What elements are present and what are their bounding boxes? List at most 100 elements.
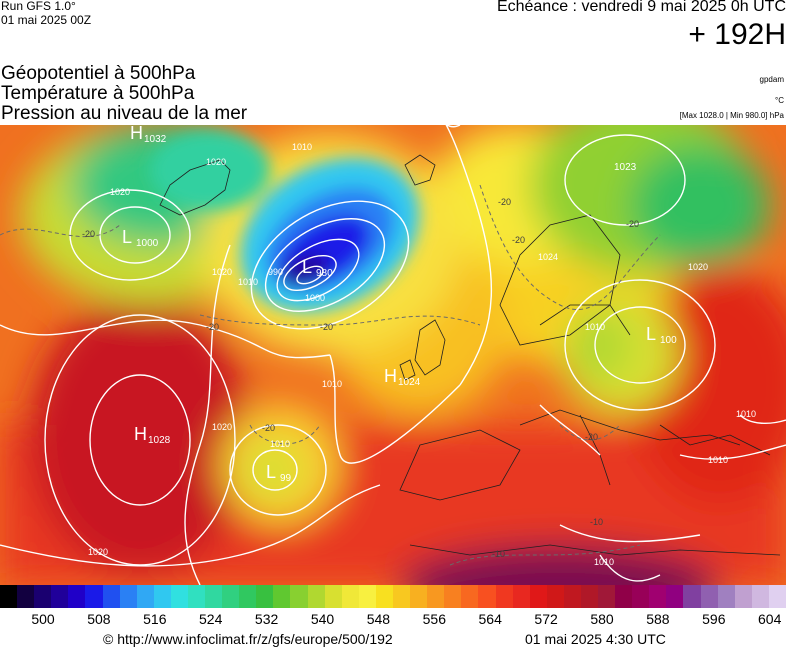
- colorbar-label: 572: [534, 611, 558, 627]
- unit-celsius: °C: [775, 96, 784, 105]
- colorbar-swatch: [717, 585, 736, 608]
- isobar-label: 1020: [110, 187, 130, 197]
- colorbar-swatch: [410, 585, 428, 608]
- colorbar-swatch: [700, 585, 719, 608]
- geopotential-colorbar: [0, 585, 786, 608]
- temperature-label: -20: [512, 235, 525, 245]
- center-type: H: [130, 125, 143, 143]
- temperature-label: -20: [320, 322, 333, 332]
- temperature-label: -20: [626, 219, 639, 229]
- colorbar-swatch: [478, 585, 496, 608]
- pressure-centers: H 1032 L 1000 L 980 H 1024 H 1028 L 99 1…: [122, 125, 677, 484]
- colorbar-label: 604: [758, 611, 782, 627]
- geopotential-field: [0, 125, 786, 585]
- colorbar-swatch: [102, 585, 121, 608]
- run-date: 01 mai 2025 00Z: [1, 13, 92, 27]
- colorbar-swatch: [187, 585, 206, 608]
- temperature-label: -10: [492, 549, 505, 559]
- isobar-label: 1020: [212, 267, 232, 277]
- colorbar-label: 588: [646, 611, 670, 627]
- colorbar-swatch: [68, 585, 86, 608]
- colorbar-swatch: [580, 585, 599, 608]
- isobar-label: 990: [268, 267, 283, 277]
- center-value: 1032: [144, 134, 167, 145]
- colorbar-swatch: [598, 585, 616, 608]
- isobar-label: 1010: [270, 439, 290, 449]
- center-value: 99: [280, 473, 292, 484]
- isobar-label: 1010: [292, 142, 312, 152]
- colorbar-swatch: [0, 585, 18, 608]
- colorbar-swatch: [239, 585, 257, 608]
- center-type: L: [122, 227, 132, 247]
- colorbar-label: 580: [590, 611, 614, 627]
- temperature-label: -20: [498, 197, 511, 207]
- colorbar-swatch: [393, 585, 411, 608]
- isobar-label: 1010: [594, 557, 614, 567]
- isobar-label: 1000: [305, 293, 325, 303]
- colorbar-swatch: [222, 585, 240, 608]
- unit-gpdam: gpdam: [759, 75, 784, 84]
- temperature-labels: -20 -20 -20 -20 -20 -20 -20 -20 -10 -10: [82, 197, 639, 559]
- colorbar-label: 556: [422, 611, 446, 627]
- colorbar-swatch: [358, 585, 377, 608]
- run-label: Run GFS 1.0°: [1, 0, 76, 13]
- colorbar-swatch: [529, 585, 548, 608]
- colorbar-swatch: [153, 585, 172, 608]
- colorbar-swatch: [444, 585, 462, 608]
- colorbar-label: 548: [366, 611, 391, 627]
- colorbar-swatch: [307, 585, 326, 608]
- colorbar-swatch: [136, 585, 155, 608]
- colorbar-swatch: [427, 585, 445, 608]
- center-type: L: [302, 257, 312, 277]
- center-value: 100: [660, 335, 677, 346]
- temperature-label: -20: [82, 229, 95, 239]
- colorbar-swatch: [34, 585, 52, 608]
- forecast-lead: + 192H: [688, 18, 786, 51]
- isobar-label: 1020: [688, 262, 708, 272]
- colorbar-swatch: [256, 585, 274, 608]
- layer-title-geopotential: Géopotentiel à 500hPa: [1, 63, 196, 84]
- colorbar-label: 564: [478, 611, 502, 627]
- center-type: H: [134, 424, 147, 444]
- colorbar-swatch: [751, 585, 770, 608]
- colorbar-swatch: [85, 585, 103, 608]
- colorbar-swatch: [768, 585, 786, 608]
- colorbar-swatch: [119, 585, 138, 608]
- colorbar-swatch: [512, 585, 531, 608]
- center-type: H: [384, 366, 397, 386]
- colorbar-swatch: [324, 585, 343, 608]
- isobar-label: 1024: [538, 252, 558, 262]
- colorbar-label: 508: [87, 611, 111, 627]
- colorbar-swatch: [666, 585, 684, 608]
- colorbar-swatch: [546, 585, 565, 608]
- valid-time: Echéance : vendredi 9 mai 2025 0h UTC: [496, 0, 786, 15]
- center-value: 1000: [136, 238, 159, 249]
- isobar-label: 1020: [88, 547, 108, 557]
- colorbar-swatch: [734, 585, 753, 608]
- colorbar-swatch: [51, 585, 69, 608]
- center-type: L: [646, 324, 656, 344]
- colorbar-swatch: [290, 585, 309, 608]
- isobar-label: 1010: [708, 455, 728, 465]
- colorbar-swatch: [205, 585, 223, 608]
- colorbar-label: 596: [702, 611, 726, 627]
- center-value: 980: [316, 268, 333, 279]
- temperature-isotherms: [0, 184, 661, 566]
- generated-time: 01 mai 2025 4:30 UTC: [525, 631, 666, 647]
- center-type: L: [266, 462, 276, 482]
- weather-map: H 1032 L 1000 L 980 H 1024 H 1028 L 99 1…: [0, 125, 786, 585]
- colorbar-swatch: [563, 585, 582, 608]
- isobar-labels: 1020 1010 1000 990 1010 1020 1020 1010 1…: [88, 142, 756, 567]
- isobar-label: 1010: [238, 277, 258, 287]
- layer-title-temperature: Température à 500hPa: [1, 83, 195, 104]
- isobar-label: 1020: [206, 157, 226, 167]
- colorbar-swatch: [341, 585, 360, 608]
- colorbar-label: 500: [31, 611, 55, 627]
- colorbar-swatch: [615, 585, 633, 608]
- isobar-label: 1010: [322, 379, 342, 389]
- credit-url: © http://www.infoclimat.fr/z/gfs/europe/…: [103, 631, 393, 647]
- isobar-label: 1010: [585, 322, 605, 332]
- colorbar-label: 540: [310, 611, 335, 627]
- colorbar-swatch: [683, 585, 702, 608]
- colorbar-label: 532: [254, 611, 279, 627]
